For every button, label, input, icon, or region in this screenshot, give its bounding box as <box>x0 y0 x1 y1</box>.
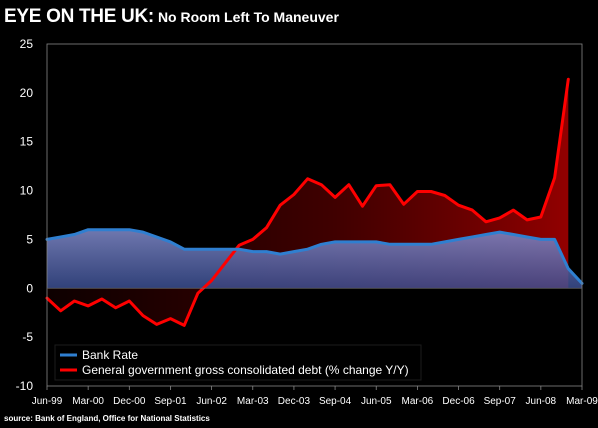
y-tick-label: 10 <box>20 184 34 198</box>
x-tick-label: Dec-06 <box>442 396 475 407</box>
legend-label: Bank Rate <box>82 348 138 362</box>
y-tick-label: 20 <box>20 86 34 100</box>
x-tick-label: Jun-99 <box>32 396 63 407</box>
x-tick-label: Mar-03 <box>237 396 269 407</box>
x-tick-label: Mar-06 <box>402 396 434 407</box>
y-tick-label: -5 <box>22 330 33 344</box>
x-tick-label: Jun-05 <box>361 396 392 407</box>
chart-title: EYE ON THE UK: No Room Left To Maneuver <box>4 6 339 28</box>
x-tick-label: Mar-00 <box>72 396 104 407</box>
x-tick-label: Mar-09 <box>566 396 598 407</box>
y-tick-label: 15 <box>20 135 34 149</box>
series-line-bank-rate <box>45 228 584 285</box>
x-tick-label: Jun-02 <box>196 396 227 407</box>
series-area-bank-rate <box>47 229 582 289</box>
y-tick-label: 0 <box>26 281 33 295</box>
legend-label: General government gross consolidated de… <box>82 363 409 377</box>
y-tick-label: 5 <box>26 232 33 246</box>
chart-title-sub: No Room Left To Maneuver <box>157 9 339 25</box>
series-line-debt <box>45 77 570 327</box>
x-tick-label: Dec-03 <box>278 396 311 407</box>
plot-frame <box>46 43 583 387</box>
x-tick-label: Sep-07 <box>484 396 517 407</box>
x-tick-label: Dec-00 <box>113 396 146 407</box>
x-tick-label: Jun-08 <box>526 396 557 407</box>
source-note: source: Bank of England, Office for Nati… <box>4 414 210 423</box>
x-tick-label: Sep-04 <box>319 396 352 407</box>
legend-box <box>54 344 422 381</box>
chart-title-main: EYE ON THE UK: <box>4 6 154 27</box>
x-tick-label: Sep-01 <box>154 396 187 407</box>
y-tick-label: -10 <box>16 379 34 393</box>
y-tick-label: 25 <box>20 37 34 51</box>
